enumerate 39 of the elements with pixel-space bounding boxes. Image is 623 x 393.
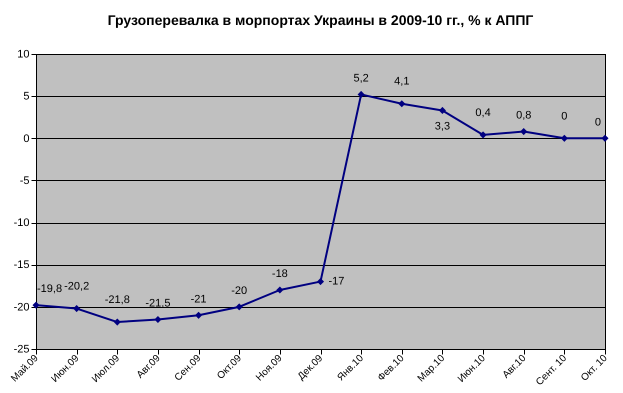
point: [154, 316, 162, 324]
data-label: 0,4: [475, 106, 491, 119]
chart-title: Грузоперевалка в морпортах Украины в 2009-10 гг., % к АППГ: [108, 12, 534, 28]
point: [601, 134, 609, 142]
point: [398, 100, 406, 108]
data-label: -21,8: [104, 294, 130, 306]
data-label: 0: [561, 110, 568, 122]
point: [480, 131, 487, 138]
y-tick-label: -25: [14, 344, 30, 356]
point: [438, 106, 446, 114]
point: [276, 286, 284, 294]
y-tick-label: 10: [17, 48, 30, 60]
y-tick-label: -15: [14, 259, 30, 272]
data-label: 5,2: [353, 72, 369, 84]
y-tick-label: -10: [14, 217, 30, 230]
data-label: -21,5: [145, 298, 170, 310]
point: [73, 305, 80, 312]
data-label: 0: [594, 116, 601, 128]
y-tick-label: -5: [20, 174, 30, 187]
point: [358, 90, 365, 98]
data-label: -18: [272, 268, 288, 280]
point: [195, 312, 202, 319]
data-label: -17: [328, 276, 344, 288]
y-tick-label: 5: [23, 90, 30, 103]
data-label: 0,8: [516, 110, 532, 122]
data-label: 3,3: [434, 120, 450, 132]
data-label: 4,1: [394, 76, 410, 88]
point: [114, 318, 121, 326]
x-tick-label: Окт. 10: [579, 352, 610, 384]
y-tick-label: -20: [14, 301, 30, 314]
point: [520, 128, 528, 136]
data-label: -21: [190, 293, 207, 306]
data-label: -19,8: [37, 283, 62, 296]
data-label: -20: [231, 284, 248, 297]
data-label: -20,2: [64, 280, 90, 293]
point: [560, 134, 568, 142]
point: [316, 278, 324, 286]
y-tick-label: 0: [23, 132, 30, 145]
point: [236, 303, 243, 310]
